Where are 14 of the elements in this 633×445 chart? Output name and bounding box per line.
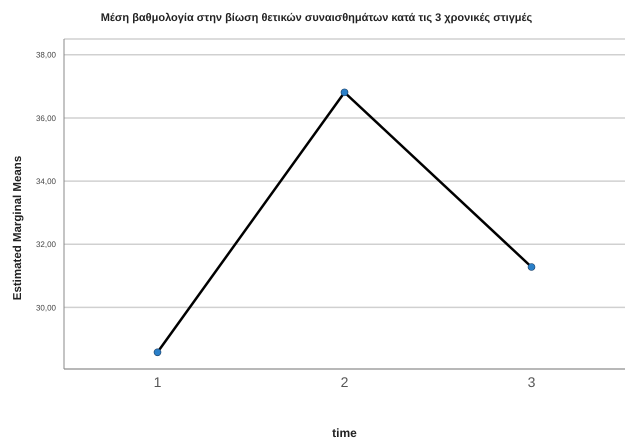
x-tick-label: 2 [340,374,349,390]
y-tick-label: 38,00 [36,50,57,60]
y-tick-label: 30,00 [36,303,57,312]
point [528,263,536,271]
y-tick-label: 34,00 [36,176,57,186]
y-tick-label: 32,00 [36,240,57,250]
point [340,88,348,96]
chart-title: Μέση βαθμολογία στην βίωση θετικών συναισθημάτων κατά τις 3 χρονικές στιγμές [100,12,534,24]
y-tick-label: 36,00 [36,114,57,123]
x-tick-label: 1 [154,374,162,390]
x-axis-title: time [331,426,358,440]
y-axis-title: Estimated Marginal Means [12,156,24,300]
point [154,348,162,356]
x-tick-label: 3 [528,374,536,390]
